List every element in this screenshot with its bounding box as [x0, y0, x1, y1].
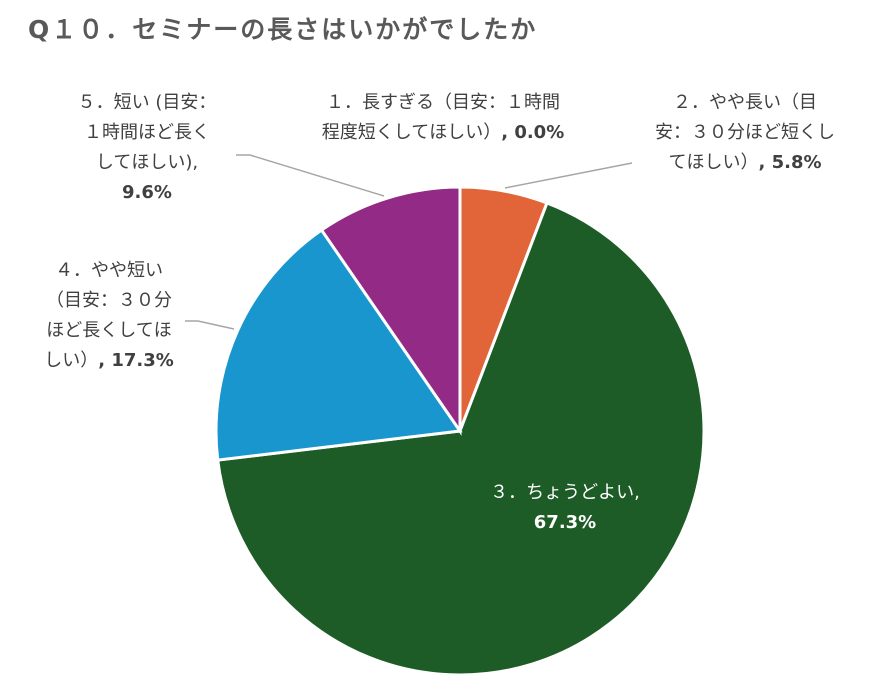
- data-label-2-line: ２．やや長い（目: [620, 88, 870, 118]
- data-label-text: １．長すぎる（目安：１時間: [326, 92, 560, 113]
- data-label-value: , 17.3%: [98, 350, 174, 371]
- slice-just-right: [216, 201, 706, 677]
- data-label-2-line: てほしい）, 5.8%: [620, 148, 870, 178]
- data-label-1-line: 程度短くしてほしい）, 0.0%: [283, 118, 603, 148]
- chart-title: Q１０．セミナーの長さはいかがでしたか: [28, 15, 538, 44]
- leader-line-slice-2: [504, 162, 633, 189]
- data-label-value: 9.6%: [122, 182, 172, 203]
- data-label-text: しい）: [44, 350, 99, 371]
- data-label-5-line: １時間ほど長く: [42, 118, 252, 148]
- data-label-5-line: ５．短い (目安：: [42, 88, 252, 118]
- data-label-text: （目安：３０分: [46, 290, 172, 311]
- data-label-3: ３．ちょうどよい, 67.3%: [455, 478, 675, 538]
- data-label-3-line: ３．ちょうどよい,: [455, 478, 675, 508]
- pie-slices: [214, 185, 706, 677]
- data-label-4: ４．やや短い （目安：３０分 ほど長くしてほ しい）, 17.3%: [14, 256, 204, 376]
- data-label-2: ２．やや長い（目 安：３０分ほど短くしてほしい）, 5.8%: [620, 88, 870, 178]
- data-label-4-line: ほど長くしてほ: [14, 316, 204, 346]
- data-label-value: 67.3%: [533, 512, 597, 533]
- leader-line-slice-5: [236, 154, 385, 197]
- data-label-text: てほしい）: [668, 152, 759, 173]
- slice-slightly-short: [214, 227, 463, 462]
- data-label-4-line: （目安：３０分: [14, 286, 204, 316]
- data-label-5-line: してほしい),: [42, 148, 252, 178]
- data-label-text: 程度短くしてほしい）: [321, 122, 502, 143]
- data-label-4-line: しい）, 17.3%: [14, 346, 204, 376]
- data-label-text: ４．やや短い: [55, 260, 163, 281]
- data-label-1: １．長すぎる（目安：１時間程度短くしてほしい）, 0.0%: [283, 88, 603, 148]
- data-label-value: , 5.8%: [758, 152, 822, 173]
- data-label-text: ３．ちょうどよい,: [490, 482, 640, 503]
- leader-lines: [185, 154, 633, 330]
- data-label-5: ５．短い (目安： １時間ほど長く してほしい), 9.6%: [42, 88, 252, 208]
- data-label-1-line: １．長すぎる（目安：１時間: [283, 88, 603, 118]
- slice-too-short: [319, 185, 462, 436]
- data-label-text: してほしい),: [95, 152, 199, 173]
- data-label-text: ５．短い (目安：: [77, 92, 217, 113]
- data-label-value: , 0.0%: [501, 122, 565, 143]
- data-label-text: ２．やや長い（目: [673, 92, 817, 113]
- data-label-text: 安：３０分ほど短くし: [655, 122, 835, 143]
- data-label-text: ほど長くしてほ: [46, 320, 172, 341]
- data-label-4-line: ４．やや短い: [14, 256, 204, 286]
- data-label-text: １時間ほど長く: [84, 122, 210, 143]
- leader-line-slice-4: [185, 320, 235, 330]
- data-label-2-line: 安：３０分ほど短くし: [620, 118, 870, 148]
